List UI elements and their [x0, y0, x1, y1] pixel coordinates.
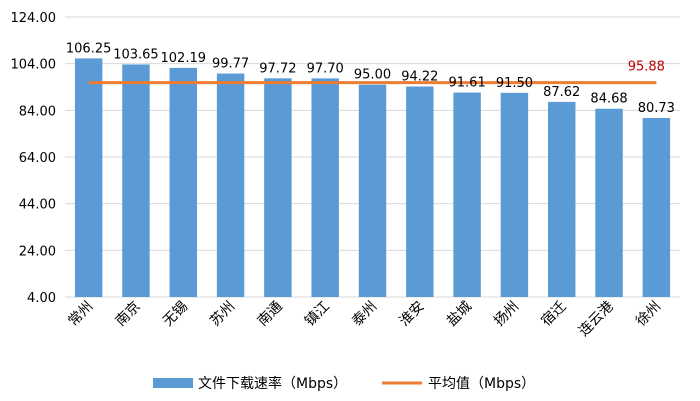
x-category-label: 徐州	[633, 299, 664, 330]
bar	[595, 108, 623, 297]
data-label: 97.72	[259, 61, 296, 76]
data-label: 91.61	[449, 76, 486, 91]
x-category-label: 扬州	[491, 299, 522, 330]
legend-swatch-bar	[153, 378, 193, 388]
bar	[74, 58, 103, 297]
x-category-label: 淮安	[397, 299, 428, 330]
average-label: 95.88	[628, 60, 665, 75]
bar	[406, 86, 434, 297]
data-label: 97.70	[307, 61, 344, 76]
bar	[500, 92, 529, 297]
data-label: 80.73	[638, 101, 675, 116]
data-label: 91.50	[496, 76, 533, 91]
data-label: 106.25	[66, 41, 112, 56]
data-label: 94.22	[401, 69, 438, 84]
x-category-label: 南京	[113, 299, 144, 330]
data-label: 87.62	[543, 85, 580, 100]
y-tick-label: 84.00	[19, 104, 56, 119]
x-category-label: 泰州	[349, 299, 380, 330]
data-label: 102.19	[161, 51, 207, 66]
data-label: 99.77	[212, 57, 249, 72]
x-category-label: 无锡	[160, 299, 191, 330]
bar	[453, 92, 481, 298]
y-tick-label: 4.00	[27, 291, 56, 306]
bar	[169, 67, 197, 297]
bar	[311, 78, 339, 297]
x-category-label: 苏州	[207, 299, 238, 330]
x-category-label: 常州	[65, 299, 96, 330]
average-line-group: 95.88	[88, 60, 665, 85]
x-category-label: 镇江	[302, 299, 333, 330]
y-axis: 4.00 24.00 44.00 64.00 84.00 104.00 124.00	[11, 11, 57, 306]
bar	[264, 78, 292, 297]
legend-label-bar: 文件下载速率（Mbps）	[198, 375, 347, 392]
bar-series	[74, 58, 671, 298]
data-label: 95.00	[354, 68, 391, 83]
x-category-label: 盐城	[444, 299, 475, 330]
bar	[216, 73, 245, 297]
data-label: 103.65	[113, 47, 159, 62]
y-tick-label: 44.00	[19, 198, 56, 213]
x-axis: 常州 南京 无锡 苏州 南通 镇江 泰州 淮安 盐城 扬州 宿迁 连云港 徐州	[65, 298, 664, 340]
legend-label-average: 平均值（Mbps）	[428, 376, 535, 392]
bar	[358, 84, 387, 298]
data-label: 84.68	[590, 92, 627, 107]
y-tick-label: 104.00	[11, 58, 57, 73]
y-tick-label: 24.00	[19, 244, 56, 259]
x-category-label: 宿迁	[538, 298, 570, 330]
bar	[122, 64, 150, 297]
bar	[548, 101, 576, 298]
legend: 文件下载速率（Mbps） 平均值（Mbps）	[153, 375, 535, 392]
data-labels: 106.25 103.65 102.19 99.77 97.72 97.70 95.00 94…	[66, 41, 675, 116]
y-tick-label: 124.00	[11, 11, 57, 26]
x-category-label: 连云港	[576, 299, 617, 340]
x-category-label: 南通	[255, 299, 286, 330]
y-tick-label: 64.00	[19, 151, 56, 166]
bar	[642, 117, 671, 297]
